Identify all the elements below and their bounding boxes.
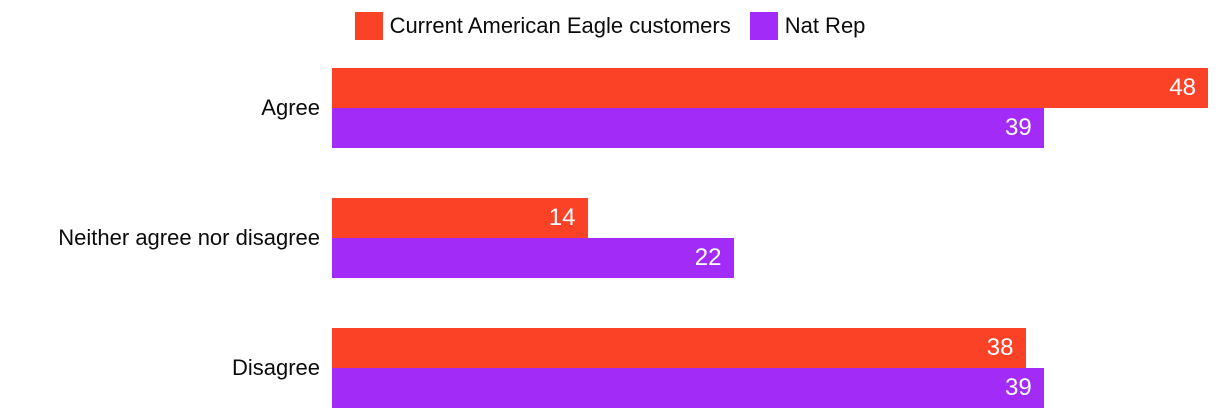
bar-value-label: 14 <box>548 204 576 231</box>
legend-label-current-customers: Current American Eagle customers <box>389 13 731 38</box>
bar-value-label: 22 <box>694 244 722 271</box>
legend-swatch-current-customers-icon <box>354 12 383 40</box>
category-label-neither: Neither agree nor disagree <box>58 225 320 250</box>
bar-disagree-nat-rep: 39 <box>332 368 1044 408</box>
legend-label-nat-rep: Nat Rep <box>784 13 866 38</box>
bar-pair: 48 39 <box>332 68 1208 148</box>
legend-swatch-nat-rep-icon <box>749 12 778 40</box>
bar-agree-nat-rep: 39 <box>332 108 1044 148</box>
bar-value-label: 39 <box>1005 114 1032 141</box>
bar-neither-nat-rep: 22 <box>332 238 734 278</box>
legend-item-current-customers: Current American Eagle customers <box>354 12 731 40</box>
bar-neither-current-customers: 14 <box>332 198 588 238</box>
bar-group-neither: Neither agree nor disagree 14 22 <box>0 198 1220 278</box>
legend: Current American Eagle customers Nat Rep <box>0 12 1220 40</box>
bar-value-label: 38 <box>986 334 1014 361</box>
bar-pair: 14 22 <box>332 198 734 278</box>
bar-value-label: 48 <box>1169 74 1196 101</box>
bar-disagree-current-customers: 38 <box>332 328 1026 368</box>
bar-pair: 38 39 <box>332 328 1044 408</box>
legend-item-nat-rep: Nat Rep <box>749 12 866 40</box>
bar-value-label: 39 <box>1005 374 1032 401</box>
bar-agree-current-customers: 48 <box>332 68 1208 108</box>
category-label-disagree: Disagree <box>231 355 320 380</box>
category-label-agree: Agree <box>261 95 320 120</box>
bar-group-disagree: Disagree 38 39 <box>0 328 1220 408</box>
bar-group-agree: Agree 48 39 <box>0 68 1220 148</box>
